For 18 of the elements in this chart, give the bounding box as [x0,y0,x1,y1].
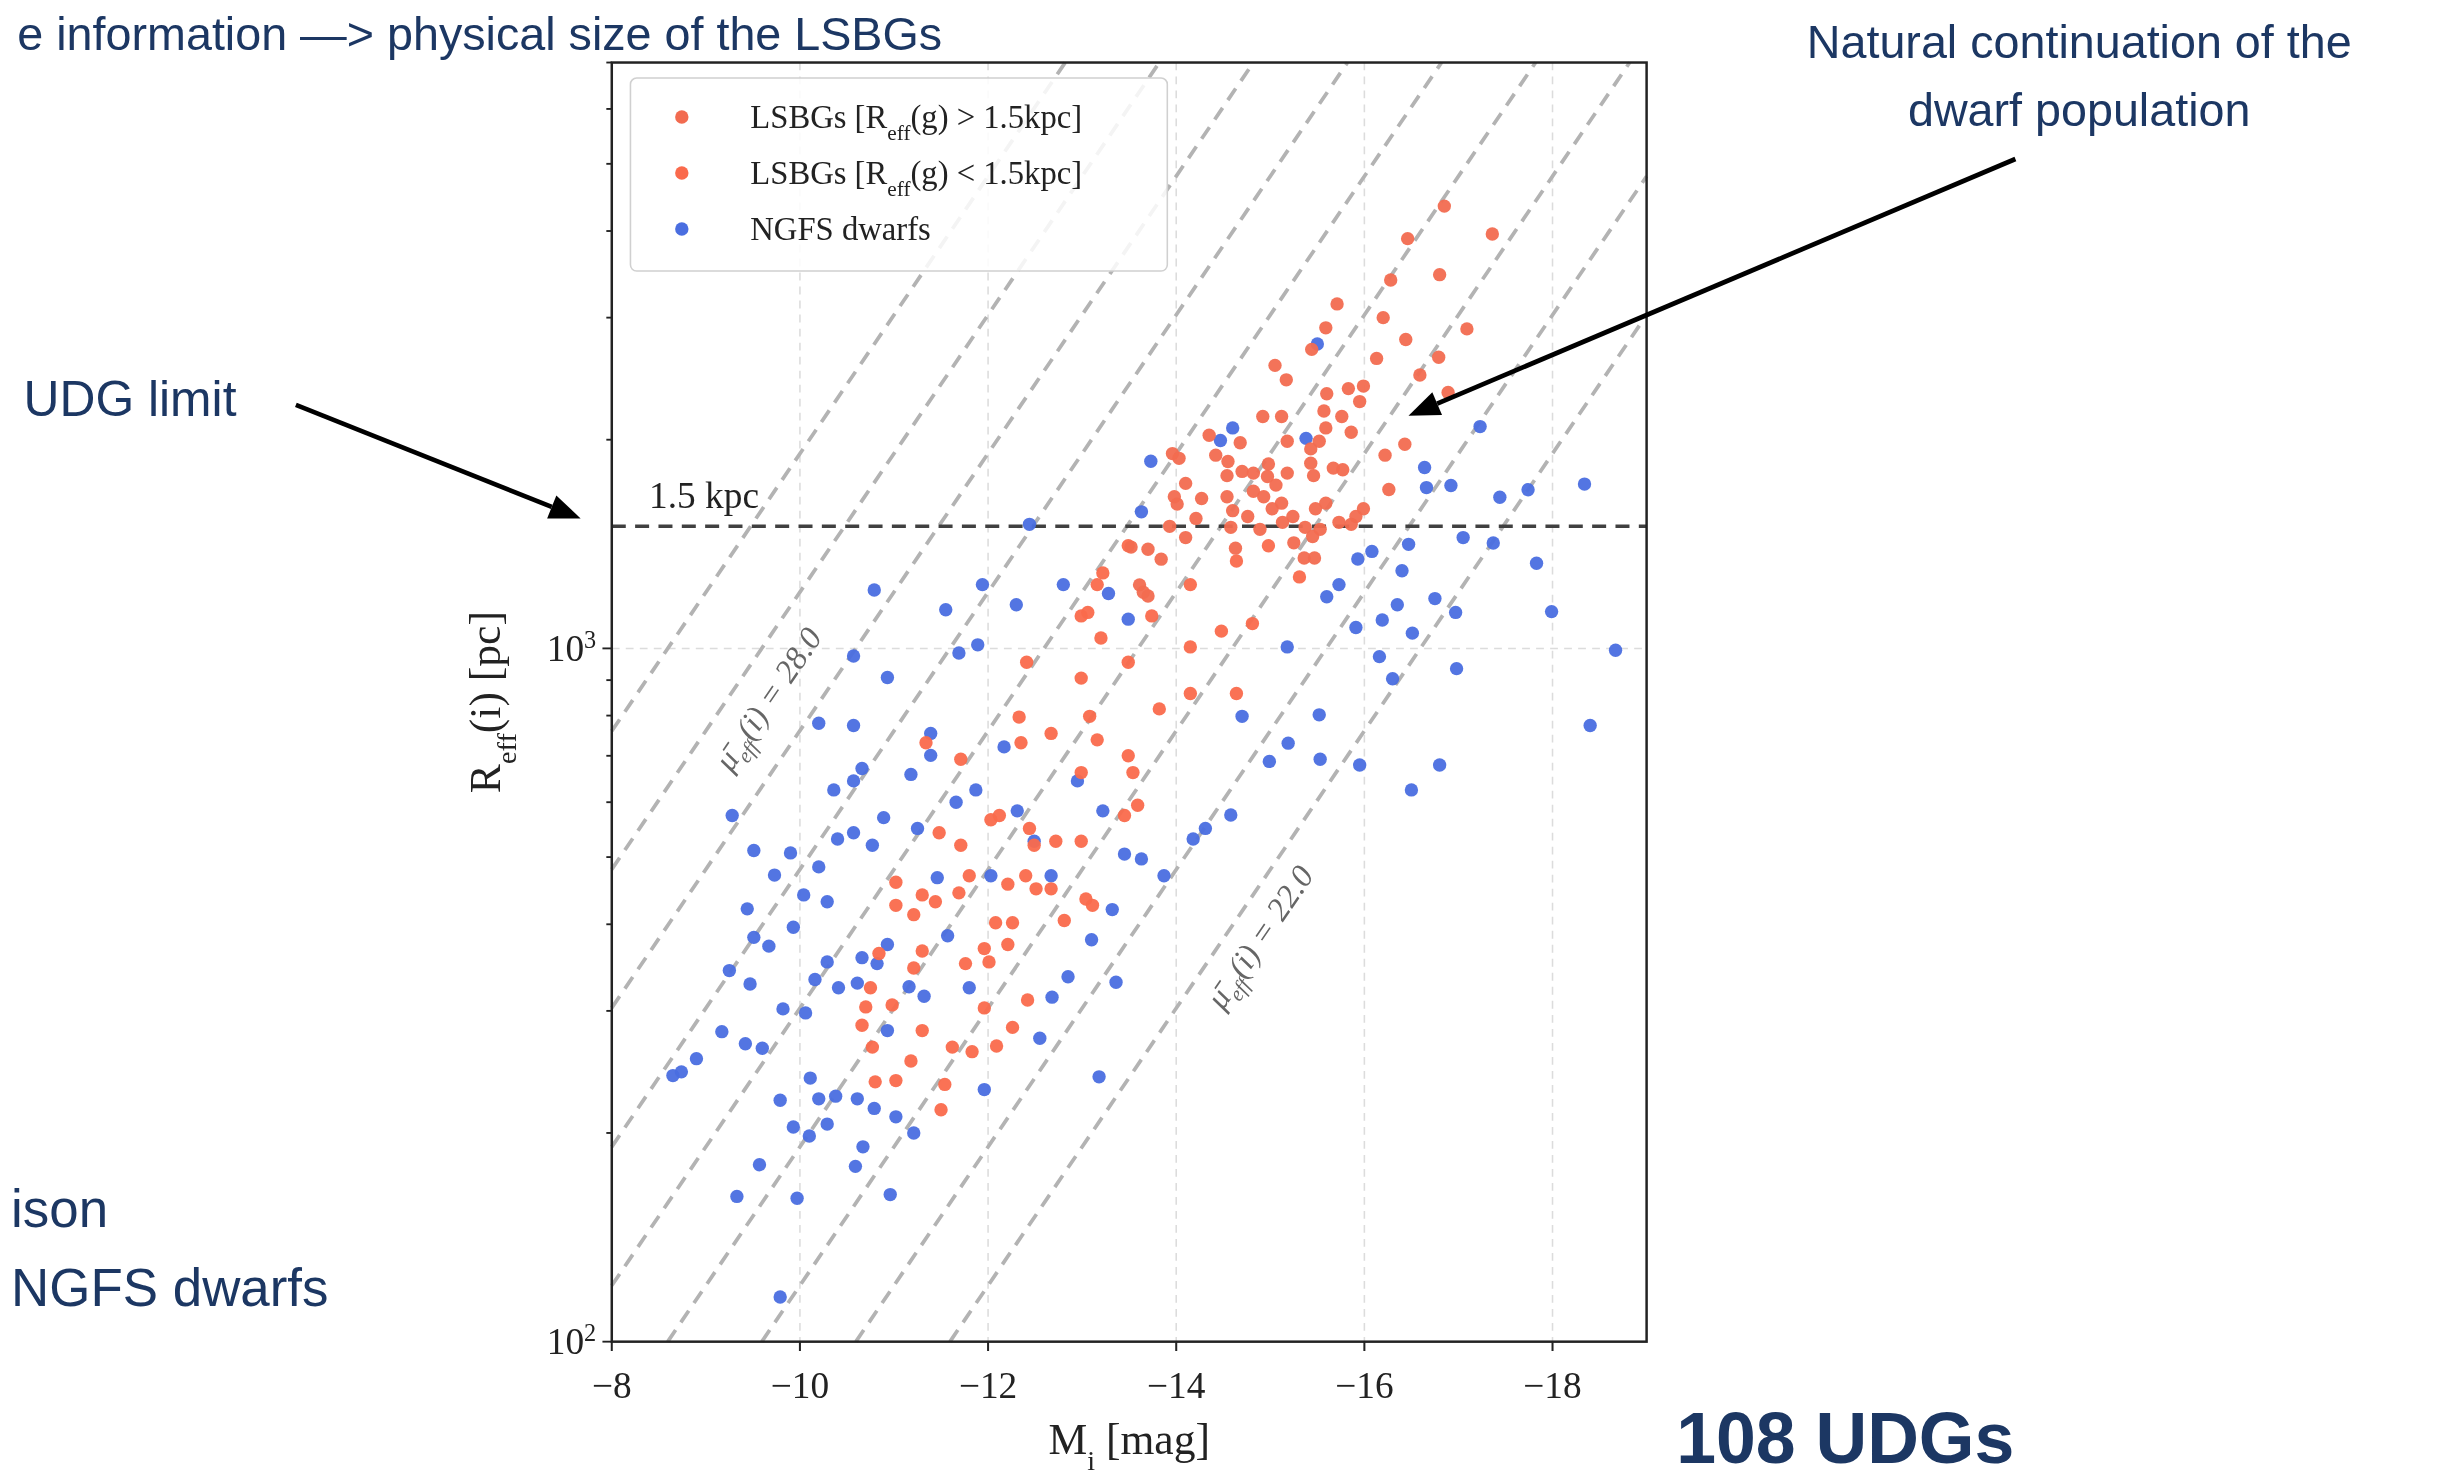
x-tick-label: −12 [958,1364,1018,1406]
x-tick-label: −18 [1523,1364,1582,1406]
x-axis-title: M$_{i}$ [mag] [1048,1414,1210,1476]
text: UDG limit [23,370,237,427]
x-tick-label: −14 [1147,1364,1206,1406]
legend-label: NGFS dwarfs [750,210,931,247]
text: ison NGFS dwarfs [11,1178,329,1317]
x-tick-label: −8 [591,1364,632,1406]
x-tick-label: −16 [1335,1364,1394,1406]
text: Natural continuation of the dwarf population [1806,15,2352,137]
x-tick-label: −10 [770,1364,830,1406]
y-tick-label: 10$^{2}$ [546,1318,597,1363]
y-tick-label: 10$^{3}$ [546,625,597,669]
text: 108 UDGs [1676,1398,2015,1477]
ref-line-label: 1.5 kpc [649,474,760,516]
text: e information —> physical size of the LSBGs [17,8,943,61]
legend-label: LSBGs [R$_{eff}$(g) < 1.5kpc] [750,154,1083,201]
legend-label: LSBGs [R$_{eff}$(g) > 1.5kpc] [750,98,1083,145]
